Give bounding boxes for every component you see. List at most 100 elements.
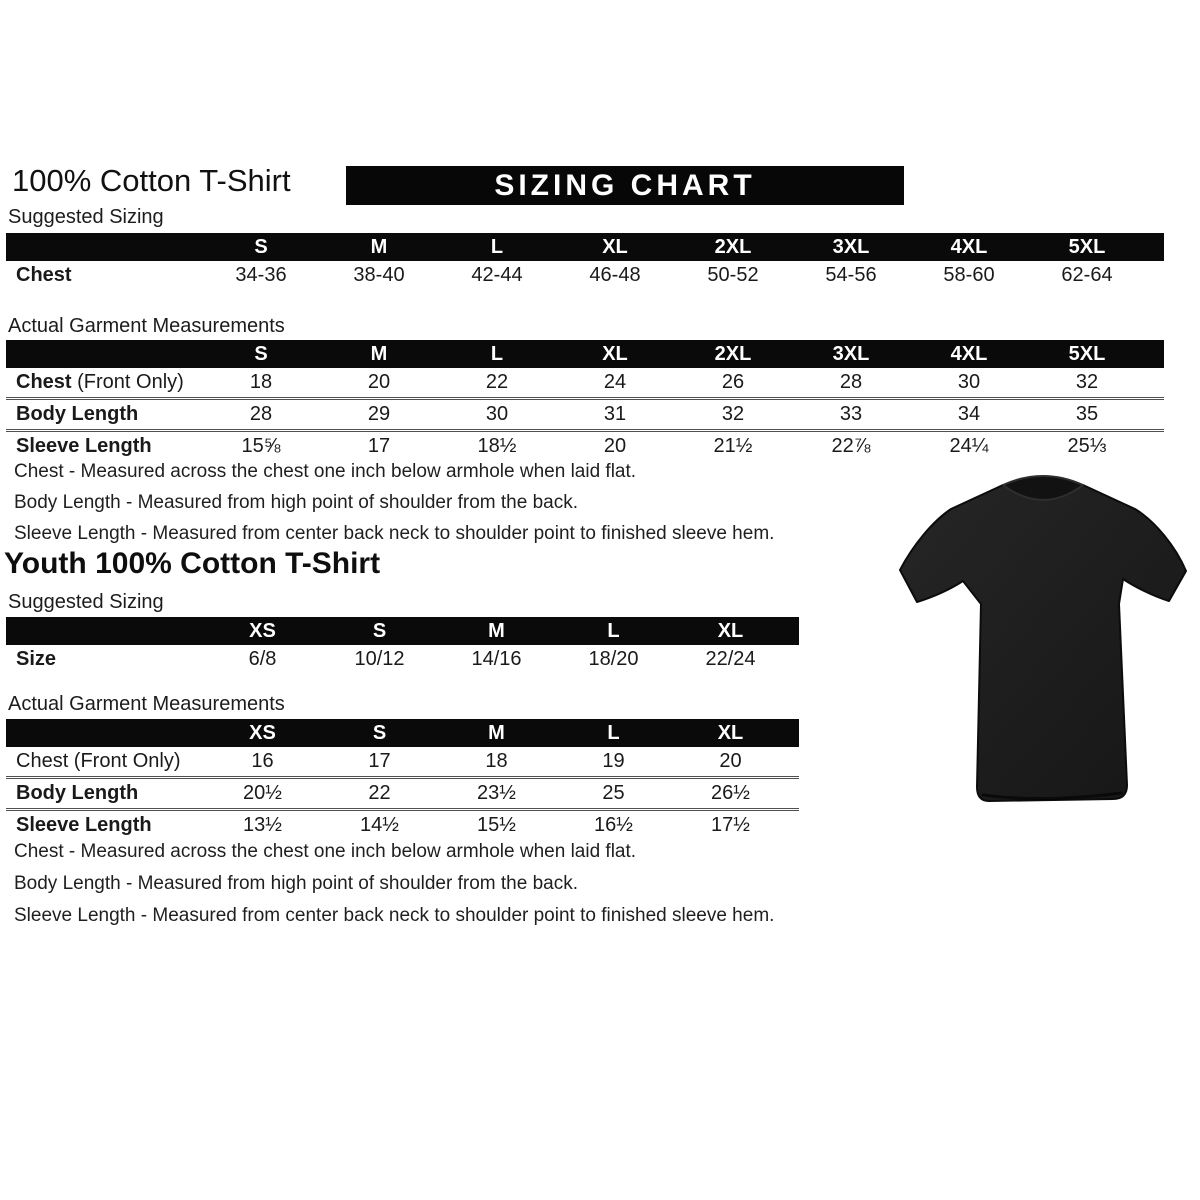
column-header: 5XL bbox=[1068, 342, 1106, 365]
table-cell: 24 bbox=[603, 371, 627, 393]
table-cell: 58-60 bbox=[943, 264, 995, 286]
column-header: 2XL bbox=[714, 342, 752, 365]
column-header: 3XL bbox=[832, 235, 870, 258]
sizing-chart-banner-text: SIZING CHART bbox=[494, 168, 756, 202]
table-cell: 16 bbox=[251, 750, 274, 772]
table-cell: 38-40 bbox=[353, 264, 405, 286]
column-header: L bbox=[490, 342, 504, 365]
table-cell: 50-52 bbox=[707, 264, 759, 286]
row-label-bold: Body Length bbox=[16, 782, 139, 804]
row-label-bold: Sleeve Length bbox=[16, 435, 152, 457]
youth-actual-measurements-table: XS S M L XL Chest (Front Only) 16 17 18 19 20 Body … bbox=[6, 719, 799, 840]
youth-suggested-sizing-label: Suggested Sizing bbox=[8, 591, 164, 613]
youth-section-title: Youth 100% Cotton T-Shirt bbox=[4, 547, 381, 580]
table-header-row: XS S M L XL bbox=[6, 719, 799, 747]
table-cell: 22 bbox=[485, 371, 509, 393]
column-header: S bbox=[254, 342, 268, 365]
table-cell: 25⅓ bbox=[1067, 435, 1107, 457]
table-row: Chest (Front Only) 18 20 22 24 26 28 30 32 bbox=[6, 368, 1164, 397]
table-cell: 35 bbox=[1075, 403, 1099, 425]
table-cell: 10/12 bbox=[354, 648, 405, 670]
table-cell: 31 bbox=[603, 403, 627, 425]
column-header: XL bbox=[602, 235, 628, 258]
table-cell: 18 bbox=[249, 371, 273, 393]
row-label-bold: Chest bbox=[16, 264, 72, 286]
row-label: Body Length bbox=[6, 403, 202, 426]
row-label: Body Length bbox=[6, 782, 204, 805]
youth-actual-measurements-label: Actual Garment Measurements bbox=[8, 693, 285, 715]
row-label: Chest (Front Only) bbox=[6, 750, 204, 773]
row-label: Chest (Front Only) bbox=[6, 371, 202, 394]
table-cell: 25 bbox=[602, 782, 625, 804]
table-cell: 29 bbox=[367, 403, 391, 425]
table-cell: 16½ bbox=[594, 814, 633, 836]
table-header-row: S M L XL 2XL 3XL 4XL 5XL bbox=[6, 233, 1164, 261]
column-header: L bbox=[490, 235, 504, 258]
adult-suggested-sizing-label: Suggested Sizing bbox=[8, 206, 164, 228]
tshirt-collar bbox=[1001, 475, 1085, 501]
note-sleeve-length: Sleeve Length - Measured from center bac… bbox=[14, 905, 775, 926]
table-cell: 18 bbox=[485, 750, 508, 772]
note-chest: Chest - Measured across the chest one in… bbox=[14, 461, 637, 482]
table-cell: 20 bbox=[603, 435, 627, 457]
table-cell: 18½ bbox=[477, 435, 517, 457]
table-cell: 30 bbox=[485, 403, 509, 425]
table-cell: 20 bbox=[367, 371, 391, 393]
table-row: Chest (Front Only) 16 17 18 19 20 bbox=[6, 747, 799, 776]
tshirt-image bbox=[899, 475, 1187, 802]
table-cell: 34 bbox=[957, 403, 981, 425]
table-cell: 33 bbox=[839, 403, 863, 425]
row-label-bold: Size bbox=[16, 648, 57, 670]
tshirt-body bbox=[899, 484, 1187, 802]
column-header: 2XL bbox=[714, 235, 752, 258]
column-header: M bbox=[370, 342, 388, 365]
row-label-plain: Chest (Front Only) bbox=[16, 750, 181, 772]
table-cell: 22⅞ bbox=[831, 435, 871, 457]
row-label-plain: (Front Only) bbox=[71, 371, 184, 393]
row-label-bold: Chest bbox=[16, 371, 72, 393]
row-label-bold: Body Length bbox=[16, 403, 139, 425]
table-cell: 19 bbox=[602, 750, 625, 772]
row-label: Chest bbox=[6, 264, 202, 287]
table-header-row: S M L XL 2XL 3XL 4XL 5XL bbox=[6, 340, 1164, 368]
table-cell: 26 bbox=[721, 371, 745, 393]
table-cell: 15⅝ bbox=[241, 435, 281, 457]
adult-actual-measurements-table: S M L XL 2XL 3XL 4XL 5XL Chest (Front Only) 18 20 2… bbox=[6, 340, 1164, 461]
table-cell: 26½ bbox=[711, 782, 750, 804]
table-row: Body Length 20½ 22 23½ 25 26½ bbox=[6, 776, 799, 808]
table-cell: 14½ bbox=[360, 814, 399, 836]
column-header: XL bbox=[717, 721, 744, 744]
table-row: Body Length 28 29 30 31 32 33 34 35 bbox=[6, 397, 1164, 429]
table-cell: 20 bbox=[719, 750, 742, 772]
table-cell: 62-64 bbox=[1061, 264, 1113, 286]
column-header: XS bbox=[249, 721, 276, 744]
table-cell: 28 bbox=[249, 403, 273, 425]
table-row: Size 6/8 10/12 14/16 18/20 22/24 bbox=[6, 645, 799, 674]
table-cell: 15½ bbox=[477, 814, 516, 836]
table-cell: 32 bbox=[721, 403, 745, 425]
table-cell: 17 bbox=[367, 435, 391, 457]
adult-suggested-sizing-table: S M L XL 2XL 3XL 4XL 5XL Chest 34-36 38-40 42-44 46-… bbox=[6, 233, 1164, 290]
table-cell: 46-48 bbox=[589, 264, 641, 286]
table-cell: 17½ bbox=[711, 814, 750, 836]
table-cell: 20½ bbox=[243, 782, 282, 804]
table-row: Sleeve Length 15⅝ 17 18½ 20 21½ 22⅞ 24¼ 25⅓ bbox=[6, 429, 1164, 461]
table-cell: 23½ bbox=[477, 782, 516, 804]
table-cell: 14/16 bbox=[471, 648, 522, 670]
youth-measurement-notes: Chest - Measured across the chest one in… bbox=[14, 841, 774, 937]
row-label-bold: Sleeve Length bbox=[16, 814, 152, 836]
table-cell: 28 bbox=[839, 371, 863, 393]
table-header-row: XS S M L XL bbox=[6, 617, 799, 645]
sizing-chart-banner: SIZING CHART bbox=[346, 166, 904, 205]
table-cell: 22/24 bbox=[705, 648, 756, 670]
table-cell: 21½ bbox=[713, 435, 753, 457]
column-header: XL bbox=[717, 619, 744, 642]
table-cell: 24¼ bbox=[949, 435, 989, 457]
adult-section-title: 100% Cotton T-Shirt bbox=[12, 163, 291, 198]
table-cell: 54-56 bbox=[825, 264, 877, 286]
column-header: M bbox=[488, 619, 505, 642]
table-row: Chest 34-36 38-40 42-44 46-48 50-52 54-56 58-60… bbox=[6, 261, 1164, 290]
note-sleeve-length: Sleeve Length - Measured from center bac… bbox=[14, 523, 775, 544]
tshirt-hem-shadow bbox=[981, 791, 1123, 801]
